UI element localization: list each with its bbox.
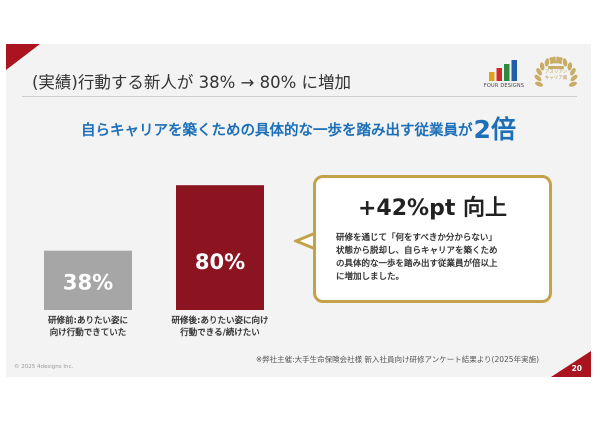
award-text-line1: アスリアン (544, 70, 568, 75)
headline: 自らキャリアを築くための具体的な一歩を踏み出す従業員が2倍 (6, 110, 591, 146)
award-badge: アスリアン キャリア賞 (533, 53, 579, 99)
award-text-line2: キャリア賞 (544, 75, 568, 81)
bar-before (44, 250, 132, 310)
laurel-leaf (534, 74, 542, 82)
laurel-leaf (568, 81, 577, 87)
bar-after (176, 185, 264, 310)
laurel-leaf (539, 62, 545, 71)
category-label-before: 研修前:ありたい姿に 向け行動できていた (48, 316, 128, 338)
bar-chart: 38% 80% 研修前:ありたい姿に 向け行動できていた 研修後:ありたい姿に向け… (36, 152, 281, 357)
four-designs-logo: FOUR DESIGNS (480, 59, 528, 91)
bar-label-after: 80% (195, 250, 245, 274)
headline-emphasis: 2倍 (473, 115, 516, 144)
laurel-leaf (544, 58, 550, 67)
laurel-leaf (562, 58, 568, 67)
laurel-leaf (549, 57, 557, 64)
logo-bar (489, 72, 495, 81)
laurel-leaf (570, 67, 576, 76)
headline-text: 自らキャリアを築くための具体的な一歩を踏み出す従業員が (81, 123, 473, 139)
award-ribbon (548, 66, 564, 69)
callout-box: +42%pt 向上 研修を通じて「何をすべきか分からない」 状態から脱却し、自ら… (313, 175, 552, 303)
award-text: アスリアン キャリア賞 (533, 70, 579, 81)
laurel-leaf (536, 67, 542, 76)
callout-title: +42%pt 向上 (357, 196, 508, 221)
callout-pointer (294, 230, 318, 252)
slide-title: (実績)行動する新人が 38% → 80% に増加 (32, 73, 352, 92)
laurel-wreath-icon (534, 56, 578, 87)
logo-text: FOUR DESIGNS (483, 83, 525, 89)
logo-bar (496, 68, 502, 81)
category-label-after: 研修後:ありたい姿に向け 行動できる/続けたい (171, 316, 269, 338)
laurel-leaf (535, 81, 544, 87)
laurel-leaf (567, 62, 573, 71)
bar-label-before: 38% (63, 270, 113, 294)
corner-accent-top-left (6, 44, 40, 70)
slide: (実績)行動する新人が 38% → 80% に増加 FOUR DESIGNS ア… (6, 44, 591, 377)
page-number: 20 (571, 364, 582, 373)
logo-bars-icon (489, 60, 517, 81)
corner-accent-bottom-right (551, 351, 591, 377)
footnote: ※弊社主催:大手生命保険会社様 新入社員向け研修アンケート結果より(2025年実… (255, 355, 539, 364)
logo-bar (504, 64, 510, 81)
title-divider (22, 96, 577, 97)
callout-body: 研修を通じて「何をすべきか分からない」 状態から脱却し、自らキャリアを築くため … (336, 233, 498, 282)
chart-canvas: 38% 80% (44, 185, 264, 310)
copyright: © 2025 4designs Inc. (14, 364, 74, 370)
laurel-leaf (556, 56, 562, 65)
laurel-leaf (570, 74, 578, 82)
logo-bar (511, 60, 517, 81)
